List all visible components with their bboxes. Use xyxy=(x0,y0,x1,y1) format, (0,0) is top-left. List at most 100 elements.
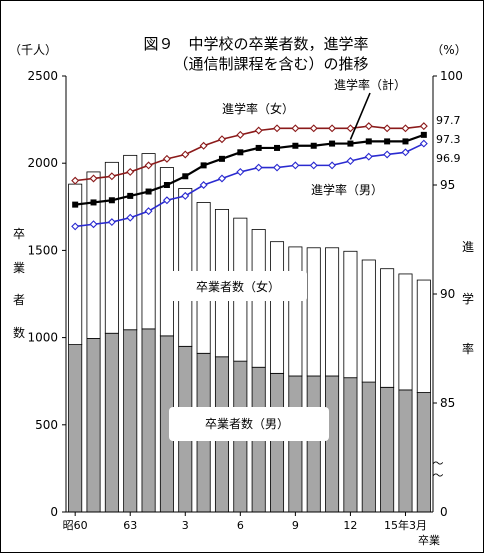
line-1-point-17 xyxy=(384,138,391,145)
line-1-point-16 xyxy=(365,138,372,145)
line-1-point-10 xyxy=(255,144,262,151)
chart-subtitle: （通信制課程を含む）の推移 xyxy=(173,55,368,73)
right-tick-label-zero: 0 xyxy=(440,505,448,519)
line-1-point-8 xyxy=(218,155,225,162)
line-total-label: 進学率（計） xyxy=(334,77,406,92)
bar-female-4 xyxy=(141,153,156,330)
right-tick-label-2: 95 xyxy=(440,178,455,192)
right-axis-unit: （%） xyxy=(431,43,466,57)
line-0-point-18 xyxy=(401,124,410,133)
bars-layer xyxy=(68,153,431,513)
end-label-female: 97.7 xyxy=(436,114,461,127)
bar-male-11 xyxy=(270,372,285,513)
line-0-point-17 xyxy=(383,124,392,133)
bar-male-14 xyxy=(325,375,340,513)
left-tick-label-5: 2500 xyxy=(27,69,58,83)
bar-female-16 xyxy=(361,259,376,383)
line-series-1 xyxy=(75,133,425,206)
right-axis-label-char-2: 学 xyxy=(462,291,474,306)
line-2-point-4 xyxy=(144,207,153,216)
x-tick-label-2: 3 xyxy=(182,519,189,532)
x-tick-label-0: 昭60 xyxy=(63,519,88,532)
line-0-point-10 xyxy=(254,126,263,135)
line-0-point-4 xyxy=(144,161,153,170)
x-tick-label-6: 15年3月 xyxy=(384,518,427,532)
line-0-point-6 xyxy=(181,150,190,159)
line-0-point-19 xyxy=(419,122,428,131)
right-tick-label-3: 100 xyxy=(440,69,463,83)
right-axis-break-mark-2: ～ xyxy=(433,469,444,482)
line-2-point-3 xyxy=(126,213,135,222)
line-1-point-4 xyxy=(145,188,152,195)
x-tick-label-3: 6 xyxy=(237,519,244,532)
line-0-point-14 xyxy=(328,124,337,133)
bar-female-1 xyxy=(86,171,101,339)
line-0-point-7 xyxy=(199,141,208,150)
line-1-point-12 xyxy=(292,142,299,149)
line-1-point-15 xyxy=(347,140,354,147)
line-2-point-6 xyxy=(181,191,190,200)
line-0-point-2 xyxy=(107,172,116,181)
line-1-point-18 xyxy=(402,138,409,145)
line-male-label: 進学率（男） xyxy=(311,182,383,197)
right-axis-label-char-3: 率 xyxy=(462,341,474,356)
bar-female-2 xyxy=(104,161,119,334)
x-tick-label-1: 63 xyxy=(123,519,137,532)
line-female-label: 進学率（女） xyxy=(222,101,294,116)
line-0-point-0 xyxy=(71,176,80,185)
line-0-point-16 xyxy=(364,122,373,131)
line-2-point-9 xyxy=(236,167,245,176)
lines-layer xyxy=(71,122,428,231)
line-2-point-12 xyxy=(291,161,300,170)
bar-female-5 xyxy=(159,167,174,337)
line-1-point-3 xyxy=(127,192,134,199)
x-axis-unit: 卒業 xyxy=(418,533,440,547)
bar-male-label-box xyxy=(169,407,329,441)
right-tick-label-1: 90 xyxy=(440,287,455,301)
bar-male-12 xyxy=(288,375,303,513)
bar-male-16 xyxy=(361,381,376,513)
line-2-point-18 xyxy=(401,148,410,157)
x-tick-label-4: 9 xyxy=(292,519,299,532)
right-axis-label-char-1: 進 xyxy=(462,240,474,254)
bar-female-17 xyxy=(380,268,395,388)
bar-female-6 xyxy=(178,188,193,347)
left-axis-label-char-2: 業 xyxy=(13,261,25,275)
line-2-point-14 xyxy=(328,161,337,170)
bar-female-label-box xyxy=(169,271,307,301)
line-2-point-8 xyxy=(217,174,226,183)
line-2-point-7 xyxy=(199,181,208,189)
bar-male-15 xyxy=(343,377,358,513)
bar-female-19 xyxy=(416,279,431,393)
left-axis-unit: （千人） xyxy=(9,43,57,57)
line-0-point-12 xyxy=(291,124,300,133)
bar-female-label: 卒業者数（女） xyxy=(196,279,280,294)
line-2-point-10 xyxy=(254,163,263,172)
bar-male-label: 卒業者数（男） xyxy=(205,416,289,431)
line-1-point-19 xyxy=(420,131,427,138)
line-1-point-1 xyxy=(90,199,97,206)
bar-female-18 xyxy=(398,273,413,391)
right-tick-label-0: 85 xyxy=(440,396,455,410)
bar-male-0 xyxy=(68,344,83,513)
bar-male-13 xyxy=(306,375,321,513)
line-total-pointer xyxy=(349,92,371,140)
line-1-point-9 xyxy=(237,149,244,156)
left-tick-label-3: 1500 xyxy=(27,243,58,257)
line-2-point-0 xyxy=(71,222,80,231)
line-2-point-17 xyxy=(383,150,392,159)
line-2-point-19 xyxy=(419,139,428,148)
line-2-point-2 xyxy=(107,218,116,227)
bar-female-15 xyxy=(343,250,358,379)
line-0-point-15 xyxy=(346,124,355,133)
x-tick-label-5: 12 xyxy=(343,519,357,532)
line-1-point-2 xyxy=(108,197,115,204)
line-2-point-15 xyxy=(346,157,355,165)
line-0-point-13 xyxy=(309,124,318,133)
line-1-point-0 xyxy=(72,201,79,208)
line-2-point-1 xyxy=(89,220,98,229)
bar-female-14 xyxy=(325,247,340,377)
